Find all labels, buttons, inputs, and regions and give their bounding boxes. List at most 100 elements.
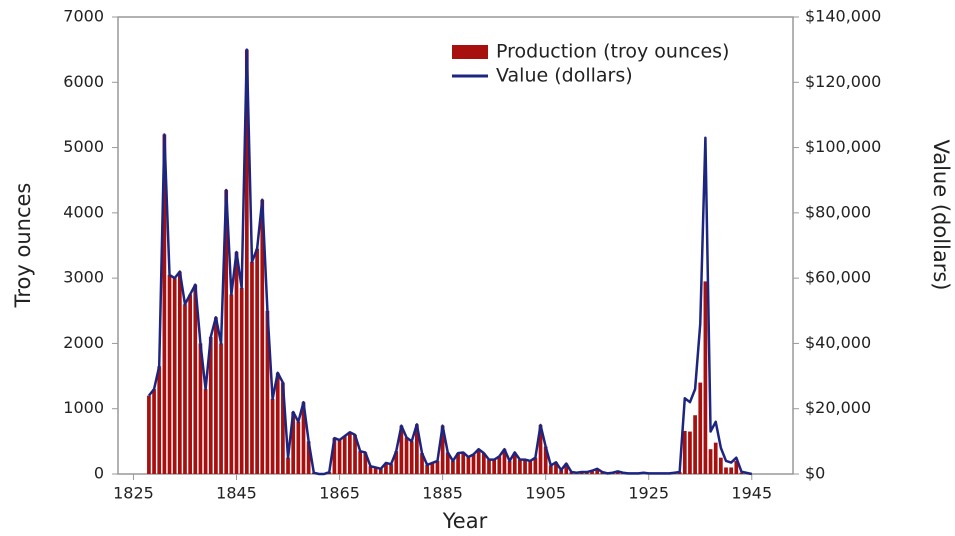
x-tick-label: 1825 <box>113 484 154 503</box>
bar <box>497 456 502 474</box>
x-tick-label: 1865 <box>319 484 360 503</box>
bar <box>739 472 744 474</box>
bar <box>198 343 203 474</box>
bar <box>244 49 249 475</box>
y-tick-label: 7000 <box>63 7 104 26</box>
bar <box>430 462 435 474</box>
bar <box>719 457 723 474</box>
bar <box>481 453 486 474</box>
bar <box>286 457 290 474</box>
bar <box>358 451 363 474</box>
bar <box>693 415 697 474</box>
bar <box>548 465 553 474</box>
bar <box>518 459 522 474</box>
y2-tick-label: $40,000 <box>805 333 871 352</box>
y-tick-label: 4000 <box>63 202 104 221</box>
bar <box>208 336 213 474</box>
bar <box>224 190 229 474</box>
bar <box>167 274 172 474</box>
bar <box>415 424 419 474</box>
bar <box>384 462 388 474</box>
bar <box>461 452 466 474</box>
y2-tick-label: $0 <box>805 464 825 483</box>
bar <box>260 199 265 475</box>
bar <box>729 467 734 474</box>
bar <box>306 441 311 474</box>
bar <box>265 310 270 474</box>
y2-tick-label: $60,000 <box>805 268 871 287</box>
y2-tick-label: $140,000 <box>805 7 881 26</box>
bar <box>389 464 393 474</box>
y-axis-label: Troy ounces <box>11 183 35 309</box>
bar <box>682 430 687 474</box>
bar <box>698 382 703 474</box>
bar <box>378 468 383 474</box>
bar <box>476 449 481 474</box>
bar <box>708 449 713 474</box>
bar <box>188 294 192 474</box>
legend-swatch <box>452 45 488 59</box>
bar <box>214 317 218 474</box>
x-tick-label: 1885 <box>422 484 463 503</box>
bar <box>425 464 430 474</box>
bar <box>595 468 600 474</box>
x-tick-label: 1905 <box>525 484 566 503</box>
bar <box>615 471 620 474</box>
bar <box>368 466 373 474</box>
bar <box>724 467 728 474</box>
bar <box>332 438 337 474</box>
bar <box>301 402 306 474</box>
bar <box>363 452 368 474</box>
bar <box>394 451 399 474</box>
x-tick-label: 1845 <box>216 484 257 503</box>
bar <box>193 284 198 474</box>
bar <box>512 452 517 474</box>
bar <box>281 382 285 474</box>
line <box>147 48 753 476</box>
y-tick-label: 0 <box>94 464 104 483</box>
bar <box>172 278 177 474</box>
bar <box>451 460 455 474</box>
bar <box>471 454 476 474</box>
x-axis-label: Year <box>442 509 488 533</box>
legend-label: Value (dollars) <box>496 65 633 87</box>
y2-axis-label: Value (dollars) <box>929 139 953 290</box>
bar <box>590 470 594 474</box>
bar <box>337 440 342 474</box>
bar <box>502 449 507 474</box>
bar <box>466 457 471 474</box>
bar <box>348 432 352 474</box>
x-tick-label: 1925 <box>628 484 669 503</box>
bar <box>528 460 533 474</box>
bar <box>703 281 708 474</box>
bar <box>296 421 301 474</box>
bar <box>533 457 538 474</box>
bar <box>559 470 563 474</box>
y2-tick-label: $80,000 <box>805 202 871 221</box>
bar <box>203 389 208 474</box>
bar <box>507 460 512 474</box>
y-tick-label: 1000 <box>63 398 104 417</box>
bar <box>435 460 440 474</box>
bar <box>543 446 548 474</box>
bar <box>523 459 527 474</box>
plot-frame <box>117 16 794 475</box>
bar <box>404 437 409 474</box>
legend-label: Production (troy ounces) <box>496 41 729 63</box>
y-tick-label: 2000 <box>63 333 104 352</box>
bar <box>492 459 496 474</box>
bar <box>554 462 558 474</box>
bar <box>409 441 414 474</box>
y-tick-label: 6000 <box>63 72 104 91</box>
bar <box>147 395 151 474</box>
bar <box>291 411 296 474</box>
bar <box>342 436 347 474</box>
bar <box>250 261 254 474</box>
bar <box>157 366 162 474</box>
y-tick-label: 3000 <box>63 268 104 287</box>
bar <box>373 467 378 474</box>
bar <box>255 248 259 474</box>
bar <box>734 460 739 474</box>
bar <box>440 425 445 474</box>
